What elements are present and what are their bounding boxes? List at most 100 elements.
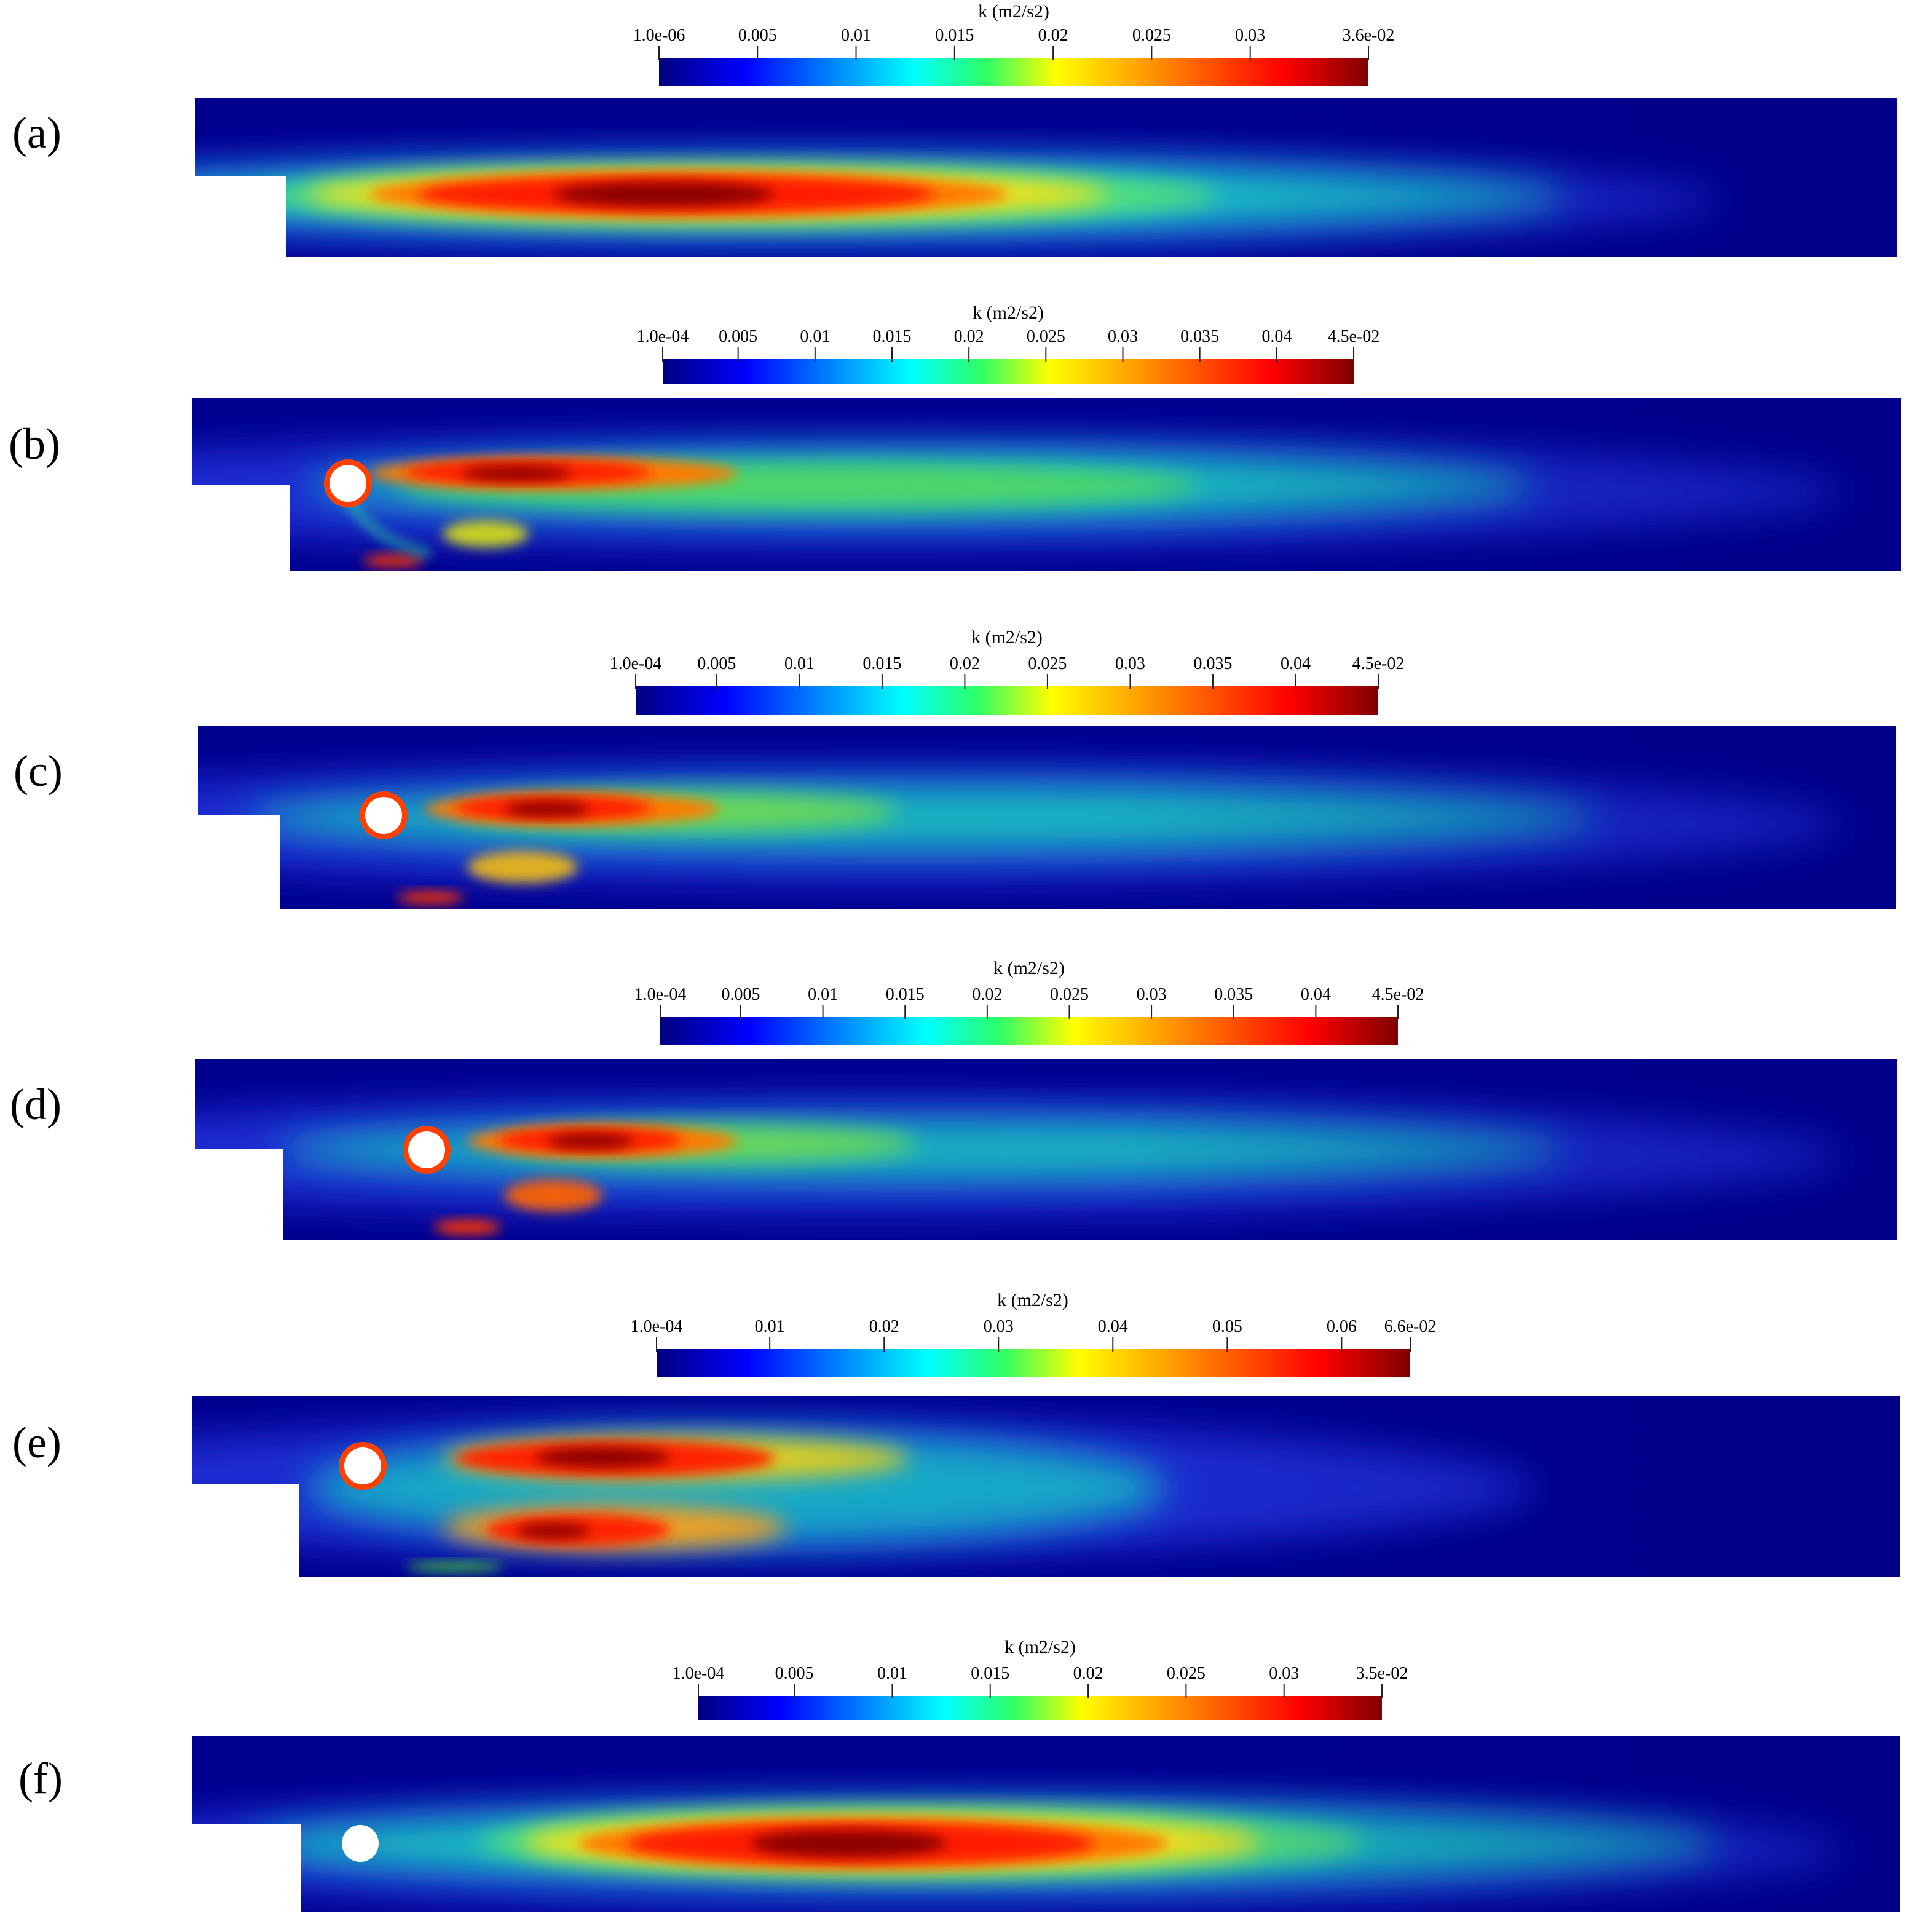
flow-field (198, 726, 1896, 909)
colorbar-tick-label: 3.6e-02 (1343, 26, 1395, 45)
colorbar-tick-label: 0.025 (1167, 1664, 1206, 1683)
colorbar-tick-label: 0.01 (841, 26, 871, 45)
colorbar-title: k (m2/s2) (971, 627, 1043, 647)
colorbar-tick-label: 0.01 (784, 654, 815, 673)
cylinder (408, 1131, 445, 1168)
colorbar-tick-label: 3.5e-02 (1356, 1664, 1408, 1683)
colorbar-tick-label: 0.035 (1214, 985, 1253, 1004)
panel-label: (a) (12, 108, 61, 157)
panel-c: (c) k (m2/s2) 1.0e-04 0.005 0.01 0.015 0.02 0… (14, 627, 1896, 909)
colorbar-tick-label: 0.005 (775, 1664, 814, 1683)
colorbar-tick-label: 1.0e-06 (633, 26, 685, 45)
colorbar-tick-label: 1.0e-04 (631, 1317, 683, 1336)
colorbar-tick-label: 0.01 (877, 1664, 907, 1683)
panel-label: (c) (14, 746, 63, 796)
colorbar-gradient (663, 359, 1354, 384)
colorbar: k (m2/s2) 1.0e-04 0.005 0.01 0.015 0.02 0.025… (673, 1637, 1408, 1720)
cylinder (339, 1442, 387, 1490)
colorbar-tick-label: 0.02 (1073, 1664, 1103, 1683)
panel-a: (a) k (m2/s2) 1.0e-06 0.005 0.01 0.015 0.02 0… (12, 1, 1897, 257)
colorbar: k (m2/s2) 1.0e-04 0.005 0.01 0.015 0.02 0.025… (637, 303, 1380, 384)
colorbar-tick-label: 0.025 (1028, 654, 1067, 673)
colorbar-tick-label: 0.02 (1038, 26, 1068, 45)
panel-b: (b) k (m2/s2) 1.0e-04 0.005 0.01 0.015 0.02 0… (9, 303, 1901, 571)
colorbar-tick-label: 1.0e-04 (610, 654, 662, 673)
colorbar-tick-label: 0.005 (738, 26, 777, 45)
cylinder (365, 797, 402, 834)
colorbar-tick-label: 6.6e-02 (1384, 1317, 1437, 1336)
colorbar-title: k (m2/s2) (973, 303, 1044, 323)
colorbar: k (m2/s2) 1.0e-06 0.005 0.01 0.015 0.02 0.025… (633, 1, 1395, 86)
colorbar-tick-label: 0.015 (971, 1664, 1009, 1683)
cylinder (330, 465, 366, 502)
colorbar-tick-label: 4.5e-02 (1328, 327, 1380, 346)
colorbar-tick-label: 0.03 (1269, 1664, 1299, 1683)
colorbar-tick-label: 0.04 (1098, 1317, 1128, 1336)
colorbar: k (m2/s2) 1.0e-04 0.01 0.02 0.03 0.04 0.05 0.0… (631, 1290, 1437, 1377)
colorbar-tick-label: 0.015 (872, 327, 911, 346)
colorbar-tick-label: 1.0e-04 (634, 985, 687, 1004)
colorbar-tick-label: 0.01 (808, 985, 838, 1004)
colorbar-tick-label: 0.04 (1281, 654, 1311, 673)
panel-label: (d) (10, 1080, 61, 1129)
colorbar-tick-label: 0.02 (869, 1317, 899, 1336)
flow-field (195, 98, 1897, 257)
cylinder (344, 1447, 381, 1484)
cylinder (403, 1126, 451, 1174)
colorbar-tick-label: 0.04 (1261, 327, 1292, 346)
cylinder (360, 791, 408, 839)
colorbar-tick-label: 0.02 (972, 985, 1002, 1004)
colorbar-tick-label: 1.0e-04 (637, 327, 689, 346)
panel-d: (d) k (m2/s2) 1.0e-04 0.005 0.01 0.015 0.02 0… (10, 958, 1897, 1240)
colorbar-gradient (636, 686, 1378, 715)
colorbar-tick-label: 0.04 (1301, 985, 1331, 1004)
colorbar-title: k (m2/s2) (997, 1290, 1068, 1310)
colorbar-title: k (m2/s2) (993, 958, 1065, 978)
colorbar-tick-label: 0.01 (800, 327, 830, 346)
colorbar-gradient (657, 1349, 1410, 1377)
colorbar-tick-label: 0.03 (984, 1317, 1014, 1336)
colorbar-tick-label: 0.02 (954, 327, 984, 346)
colorbar-tick-label: 0.03 (1137, 985, 1167, 1004)
colorbar-tick-label: 0.005 (697, 654, 736, 673)
colorbar-tick-label: 0.035 (1180, 327, 1219, 346)
colorbar-tick-label: 0.03 (1115, 654, 1145, 673)
colorbar-tick-label: 4.5e-02 (1352, 654, 1405, 673)
colorbar-tick-label: 0.035 (1193, 654, 1232, 673)
colorbar-gradient (659, 58, 1368, 86)
flow-field (192, 398, 1901, 571)
colorbar-tick-label: 0.025 (1132, 26, 1171, 45)
colorbar-tick-label: 0.015 (886, 985, 925, 1004)
colorbar-tick-label: 0.02 (950, 654, 980, 673)
colorbar-gradient (660, 1017, 1398, 1045)
colorbar-title: k (m2/s2) (1004, 1637, 1076, 1657)
panel-f: (f) k (m2/s2) 1.0e-04 0.005 0.01 0.015 0.02 0… (18, 1637, 1900, 1912)
colorbar-title: k (m2/s2) (978, 1, 1049, 22)
colorbar-tick-label: 1.0e-04 (673, 1664, 725, 1683)
colorbar-tick-label: 0.05 (1212, 1317, 1242, 1336)
cylinder (324, 459, 372, 507)
colorbar-tick-label: 0.015 (862, 654, 901, 673)
flow-field (192, 1396, 1900, 1577)
colorbar-tick-label: 0.025 (1050, 985, 1089, 1004)
colorbar-tick-label: 0.015 (935, 26, 974, 45)
colorbar-tick-label: 0.03 (1235, 26, 1265, 45)
colorbar-tick-label: 0.005 (719, 327, 757, 346)
panel-label: (b) (9, 419, 60, 469)
flow-field (195, 1059, 1897, 1240)
colorbar-gradient (698, 1696, 1382, 1720)
flow-field (192, 1736, 1900, 1912)
colorbar-tick-label: 0.01 (755, 1317, 785, 1336)
colorbar-tick-label: 0.025 (1027, 327, 1065, 346)
cylinder (342, 1825, 379, 1862)
colorbar-tick-label: 4.5e-02 (1372, 985, 1424, 1004)
colorbar-tick-label: 0.06 (1327, 1317, 1357, 1336)
colorbar: k (m2/s2) 1.0e-04 0.005 0.01 0.015 0.02 0.025… (610, 627, 1405, 715)
panel-label: (f) (18, 1754, 63, 1803)
panel-e: (e) k (m2/s2) 1.0e-04 0.01 0.02 0.03 0.04 0.0… (12, 1290, 1900, 1577)
colorbar-tick-label: 0.005 (721, 985, 760, 1004)
colorbar-tick-label: 0.03 (1108, 327, 1138, 346)
colorbar: k (m2/s2) 1.0e-04 0.005 0.01 0.015 0.02 0.025… (634, 958, 1424, 1045)
panel-label: (e) (12, 1418, 61, 1467)
